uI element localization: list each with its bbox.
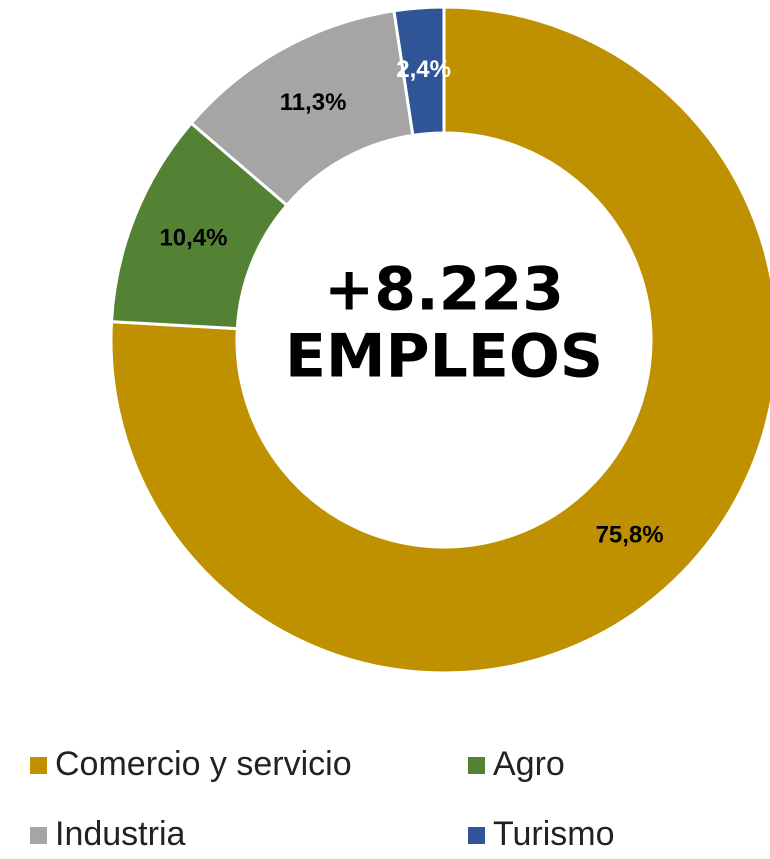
data-label: 2,4% xyxy=(396,56,451,83)
data-label: 75,8% xyxy=(596,521,664,548)
slice xyxy=(392,5,446,138)
center-label: EMPLEOS xyxy=(285,322,603,392)
donut xyxy=(109,5,770,675)
legend-label: Agro xyxy=(493,745,565,783)
legend-label: Turismo xyxy=(493,815,615,853)
data-label: 10,4% xyxy=(159,225,227,252)
legend-swatch xyxy=(468,827,485,844)
data-label: 11,3% xyxy=(280,89,347,116)
slice xyxy=(109,5,770,675)
center-number: +8.223 xyxy=(324,255,564,325)
legend-swatch xyxy=(468,757,485,774)
legend-label: Industria xyxy=(55,815,185,853)
legend-swatch xyxy=(30,757,47,774)
legend-swatch xyxy=(30,827,47,844)
legend-label: Comercio y servicio xyxy=(55,745,352,783)
